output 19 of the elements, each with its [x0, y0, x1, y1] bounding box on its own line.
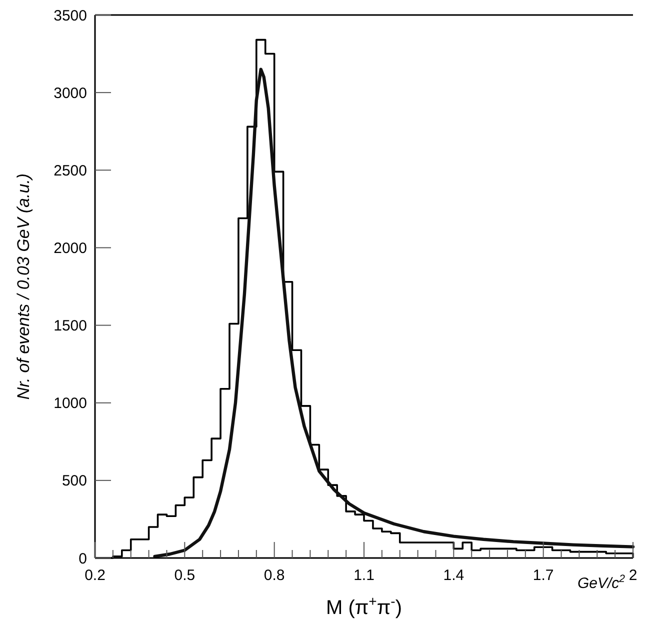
x-tick-label: 1.7	[532, 567, 554, 584]
x-tick-label: 1.1	[354, 567, 374, 584]
y-tick-label: 3000	[54, 84, 87, 102]
x-tick-label: 0.2	[84, 567, 106, 584]
y-tick-label: 2000	[54, 240, 87, 257]
y-axis-title: Nr. of events / 0.03 GeV (a.u.)	[14, 173, 33, 400]
x-tick-label: 2	[628, 567, 638, 584]
y-tick-label: 0	[78, 550, 87, 568]
y-tick-label: 1000	[54, 395, 87, 412]
y-tick-label: 1500	[54, 318, 87, 335]
y-tick-label: 2500	[54, 162, 87, 180]
y-tick-label: 3500	[54, 7, 87, 24]
line-series	[153, 68, 635, 558]
x-tick-label: 0.5	[174, 567, 196, 584]
y-tick-label: 500	[62, 472, 87, 490]
x-tick-label: 0.8	[264, 567, 285, 584]
text: GeV/c$^{2}$	[577, 573, 626, 592]
x-axis-title: M (π$^{+}$π$^{-}$)	[326, 593, 402, 619]
x-tick-label: 1.4	[443, 567, 464, 584]
